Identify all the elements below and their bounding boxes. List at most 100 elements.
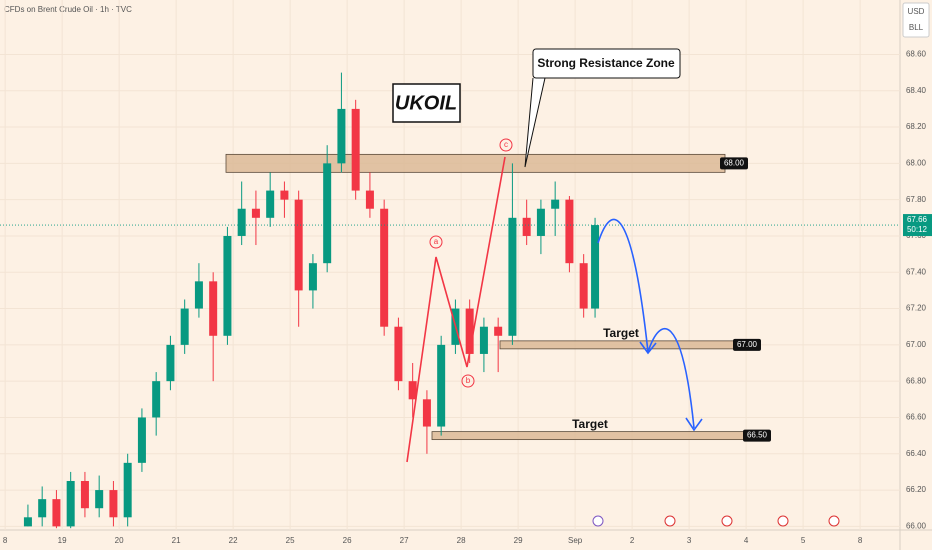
projection-arrow bbox=[685, 417, 703, 432]
candle-body bbox=[80, 480, 89, 509]
chart-title: CFDs on Brent Crude Oil · 1h · TVC bbox=[4, 5, 132, 14]
x-tick-label: 29 bbox=[514, 536, 523, 545]
x-tick-label: 27 bbox=[400, 536, 409, 545]
wave-marker bbox=[461, 374, 475, 388]
candle-body bbox=[223, 235, 232, 336]
candle-body bbox=[251, 208, 260, 218]
candle-body bbox=[365, 190, 374, 209]
level-label: 66.50 bbox=[747, 431, 768, 440]
candle-body bbox=[394, 326, 403, 382]
x-tick-label: 3 bbox=[687, 536, 692, 545]
event-icon[interactable] bbox=[664, 515, 676, 527]
level-zone bbox=[499, 340, 739, 350]
candle-body bbox=[565, 199, 574, 264]
x-tick-label: 19 bbox=[58, 536, 67, 545]
x-tick-label: 28 bbox=[457, 536, 466, 545]
y-tick-label: 66.60 bbox=[906, 413, 927, 422]
candle-body bbox=[95, 490, 104, 509]
candle-body bbox=[152, 381, 161, 418]
level-label: 68.00 bbox=[724, 158, 745, 167]
level-tag bbox=[743, 429, 771, 442]
y-tick-label: 68.40 bbox=[906, 86, 927, 95]
wave-label: b bbox=[466, 376, 471, 385]
candle-body bbox=[579, 263, 588, 309]
x-tick-label: 4 bbox=[744, 536, 749, 545]
x-tick-label: 26 bbox=[343, 536, 352, 545]
levels: 68.00 67.00 Target 66.50 Target bbox=[225, 153, 771, 442]
currency: USD bbox=[908, 7, 925, 16]
projection-arrow bbox=[639, 341, 657, 355]
x-tick-label: 21 bbox=[172, 536, 181, 545]
event-icon[interactable] bbox=[828, 515, 840, 527]
candle-body bbox=[479, 326, 488, 354]
candle-body bbox=[337, 108, 346, 164]
y-tick-label: 67.40 bbox=[906, 267, 927, 276]
candle-body bbox=[180, 308, 189, 345]
candle-body bbox=[522, 217, 531, 236]
candle-body bbox=[437, 344, 446, 427]
last-price-label: 67.66 bbox=[907, 215, 928, 224]
candle-body bbox=[408, 381, 417, 400]
x-tick-label: 5 bbox=[801, 536, 806, 545]
candle-body bbox=[38, 499, 47, 518]
wave-label: c bbox=[504, 140, 508, 149]
countdown: 50:12 bbox=[907, 225, 928, 234]
candle-body bbox=[266, 190, 275, 218]
candle-body bbox=[166, 344, 175, 382]
candle-body bbox=[194, 281, 203, 309]
event-icon[interactable] bbox=[777, 515, 789, 527]
y-tick-label: 66.40 bbox=[906, 449, 927, 458]
symbol-label: UKOIL bbox=[395, 92, 457, 114]
target-label: Target bbox=[603, 326, 639, 340]
candle-body bbox=[380, 208, 389, 327]
x-tick-label: 8 bbox=[3, 536, 8, 545]
axes: 66.00 66.20 66.40 66.60 66.80 67.00 67.20 67.40… bbox=[3, 50, 932, 545]
y-tick-label: 68.60 bbox=[906, 50, 927, 59]
candle-body bbox=[308, 263, 317, 291]
wave-line bbox=[406, 156, 506, 463]
candle-body bbox=[422, 399, 431, 427]
y-tick-label: 68.00 bbox=[906, 158, 927, 167]
level-label: 67.00 bbox=[737, 340, 758, 349]
y-tick-label: 68.20 bbox=[906, 122, 927, 131]
candle-body bbox=[123, 462, 132, 518]
wave-label: a bbox=[434, 237, 439, 246]
candle-body bbox=[591, 225, 600, 309]
candle-body bbox=[137, 417, 146, 463]
candle-body bbox=[280, 190, 289, 200]
candle-body bbox=[323, 163, 332, 264]
candle-body bbox=[551, 199, 560, 209]
last-price-tag bbox=[903, 214, 932, 237]
candle-body bbox=[508, 217, 517, 336]
unit: BLL bbox=[909, 23, 924, 32]
y-tick-label: 66.80 bbox=[906, 376, 927, 385]
candle-body bbox=[536, 208, 545, 236]
candle-body bbox=[237, 208, 246, 236]
currency-box[interactable] bbox=[902, 2, 930, 38]
x-tick-label: 22 bbox=[229, 536, 238, 545]
x-tick-label: 2 bbox=[630, 536, 635, 545]
candle-body bbox=[494, 326, 503, 336]
x-tick-label: 20 bbox=[115, 536, 124, 545]
event-icon[interactable] bbox=[721, 515, 733, 527]
level-tag bbox=[720, 157, 748, 170]
x-tick-label: 8 bbox=[858, 536, 863, 545]
event-icon[interactable] bbox=[592, 515, 604, 527]
target-label: Target bbox=[572, 417, 608, 431]
level-tag bbox=[733, 338, 761, 351]
candle-body bbox=[109, 490, 118, 518]
candle-body bbox=[66, 480, 75, 527]
wave-marker bbox=[499, 138, 513, 152]
y-tick-label: 67.20 bbox=[906, 304, 927, 313]
callout-box bbox=[532, 48, 681, 79]
y-tick-label: 66.00 bbox=[906, 521, 927, 530]
callout-text: Strong Resistance Zone bbox=[537, 56, 675, 70]
y-tick-label: 67.80 bbox=[906, 195, 927, 204]
callout-pointer bbox=[524, 77, 546, 168]
x-tick-label: 25 bbox=[286, 536, 295, 545]
candle-body bbox=[52, 499, 61, 527]
wave-marker bbox=[429, 235, 443, 249]
